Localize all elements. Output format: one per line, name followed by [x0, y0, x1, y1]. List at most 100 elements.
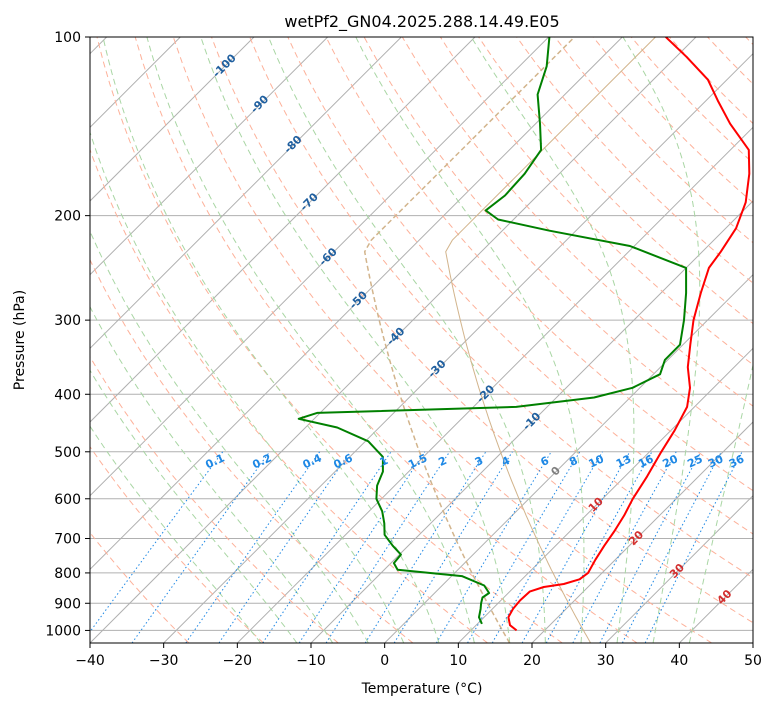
mixing-ratio-label: 20: [661, 452, 681, 470]
isotherm-line: [531, 421, 753, 643]
standard-atmosphere-line: [363, 37, 576, 643]
x-tick-label: 40: [670, 653, 688, 669]
dry-adiabat-line: [172, 37, 712, 643]
dry-adiabat-line: [669, 37, 753, 125]
isotherm-line: [752, 642, 753, 643]
x-axis-title: Temperature (°C): [361, 681, 483, 697]
isotherm-line: [90, 37, 476, 423]
mixing-ratio-label: 0.1: [203, 451, 226, 471]
isotherm-label: -90: [248, 92, 271, 115]
isotherm-line: [384, 273, 753, 643]
y-tick-label: 1000: [45, 623, 81, 639]
dry-adiabat-line: [249, 37, 753, 579]
mixing-ratio-label: 30: [706, 452, 726, 470]
dry-adiabat-line: [90, 258, 414, 643]
mixing-ratio-label: 36: [727, 452, 747, 470]
moist-adiabat-line: [622, 37, 701, 643]
x-tick-label: 30: [597, 653, 615, 669]
isotherm-label: -80: [281, 133, 304, 156]
moist-adiabat-line: [90, 130, 405, 643]
isotherm-line: [163, 52, 753, 643]
isotherm-line: [90, 37, 255, 202]
mixing-ratio-label: 13: [614, 452, 633, 470]
moist-adiabat-line: [90, 229, 369, 643]
dry-adiabat-line: [325, 37, 753, 492]
dry-adiabat-line: [287, 37, 753, 535]
mixing-ratio-label: 10: [587, 452, 607, 470]
dry-adiabat-line: [745, 37, 753, 46]
x-tick-label: 20: [523, 653, 541, 669]
mixing-ratio-label: 6: [539, 454, 552, 469]
isotherm-line: [90, 37, 329, 276]
mixing-ratio-line: [545, 451, 653, 643]
mixing-ratio-line: [90, 451, 224, 633]
x-tick-label: −40: [75, 653, 105, 669]
moist-adiabat-line: [90, 369, 298, 643]
mixing-ratio-line: [262, 451, 392, 643]
moist-adiabat-line: [470, 37, 635, 643]
mixing-ratio-line: [131, 451, 271, 643]
mixing-ratio-label: 0.2: [250, 451, 273, 471]
isotherm-label: 0: [548, 464, 563, 479]
mixing-ratio-label: 25: [685, 452, 704, 470]
standard-atmosphere-line: [445, 37, 656, 643]
x-tick-label: 0: [380, 653, 389, 669]
x-tick-label: 50: [744, 653, 762, 669]
moist-adiabat-line: [200, 37, 511, 643]
mixing-ratio-line: [185, 451, 321, 643]
temperature-line: [507, 37, 751, 632]
plot-frame: [89, 36, 754, 644]
y-tick-label: 200: [54, 209, 81, 225]
moist-adiabat-line: [90, 425, 262, 643]
isotherm-line: [605, 494, 753, 643]
dry-adiabat-line: [90, 148, 488, 643]
dry-adiabat-lines: [90, 37, 753, 643]
dry-adiabat-line: [90, 445, 264, 643]
mixing-ratio-line: [521, 451, 631, 643]
standard-atmosphere-lines: [363, 37, 656, 643]
x-tick-label: −30: [149, 653, 179, 669]
mixing-ratio-lines: [90, 451, 743, 643]
y-tick-label: 600: [54, 492, 81, 508]
dry-adiabat-line: [592, 37, 753, 204]
isotherm-lines: [90, 37, 753, 643]
moist-adiabat-lines: [90, 37, 753, 643]
mixing-ratio-label: 2: [436, 454, 448, 469]
isotherm-label: -50: [347, 288, 370, 311]
mixing-ratio-line: [644, 451, 743, 643]
y-tick-label: 500: [54, 445, 81, 461]
mixing-ratio-line: [218, 451, 351, 643]
chart-title: wetPf2_GN04.2025.288.14.49.E05: [284, 12, 559, 32]
dry-adiabat-line: [554, 37, 753, 244]
x-axis: −40 −30 −20 −10 0 10 20 30 40 50: [75, 643, 762, 669]
mixing-ratio-label: 0.4: [301, 451, 324, 471]
y-axis: 100 200 300 400 500 600 700 800 900 1000: [45, 30, 90, 639]
mixing-ratio-label: 16: [636, 452, 656, 470]
dry-adiabat-line: [90, 531, 190, 643]
dewpoint-line: [297, 37, 688, 625]
dry-adiabat-line: [516, 37, 753, 284]
dry-adiabat-line: [134, 37, 638, 643]
mixing-ratio-line: [364, 451, 487, 643]
x-tick-label: −20: [223, 653, 253, 669]
moist-adiabat-line: [355, 37, 585, 643]
mixing-ratio-line: [298, 451, 426, 643]
mixing-ratio-line: [572, 451, 677, 643]
moist-adiabat-line: [268, 37, 546, 643]
dry-adiabat-line: [707, 37, 753, 85]
isobar-lines: [90, 37, 753, 631]
mixing-ratio-line: [467, 451, 581, 643]
dry-adiabat-line: [96, 37, 563, 643]
y-tick-label: 100: [54, 30, 81, 46]
moist-adiabat-line: [146, 37, 475, 643]
mixing-ratio-line: [435, 451, 552, 643]
isotherm-label: -30: [425, 357, 448, 380]
mixing-ratio-label: 4: [500, 454, 513, 469]
isotherm-label: -10: [520, 410, 543, 433]
mixing-ratio-label: 8: [567, 454, 579, 469]
y-axis-title: Pressure (hPa): [12, 290, 28, 390]
isotherm-line: [236, 126, 753, 643]
y-tick-label: 900: [54, 596, 81, 612]
dry-adiabat-line: [211, 37, 753, 624]
y-tick-label: 400: [54, 387, 81, 403]
